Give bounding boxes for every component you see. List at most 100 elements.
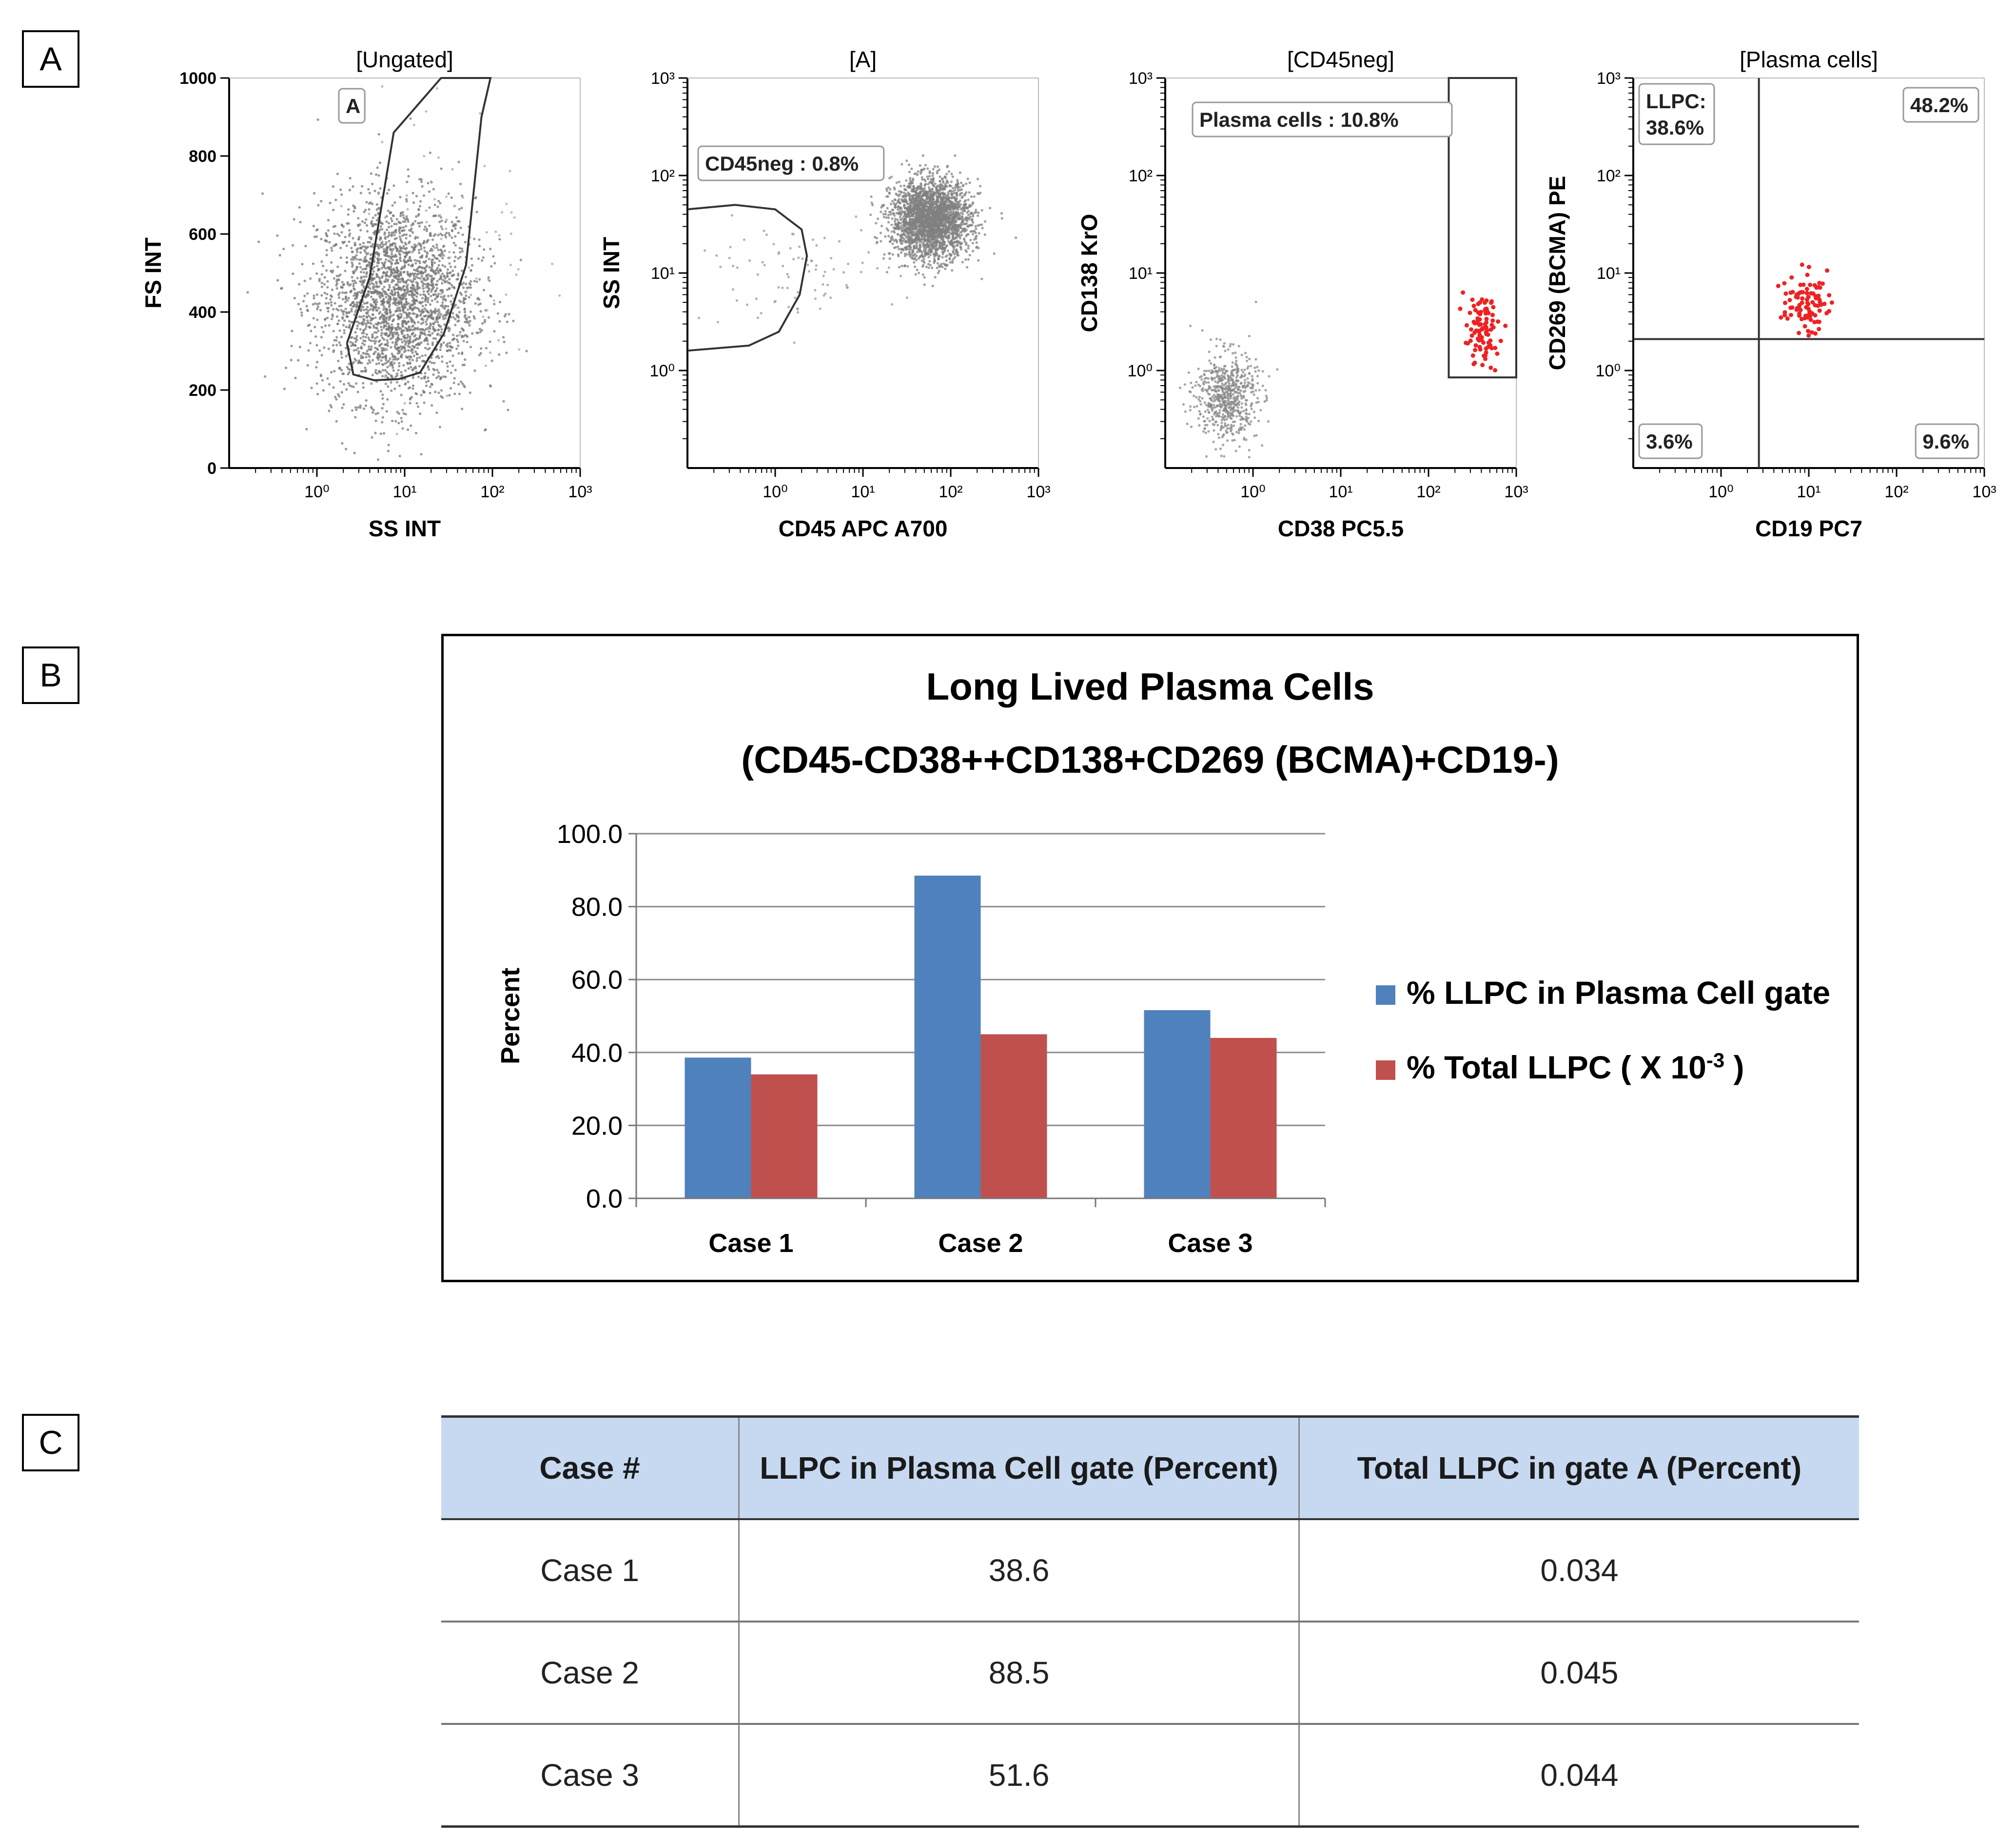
data-point bbox=[356, 391, 359, 393]
data-point bbox=[468, 266, 470, 269]
data-point bbox=[941, 179, 944, 183]
data-point bbox=[479, 352, 482, 355]
data-point bbox=[360, 315, 363, 318]
data-point bbox=[473, 279, 476, 283]
data-point bbox=[409, 235, 411, 237]
data-point bbox=[375, 219, 378, 222]
data-point bbox=[392, 313, 395, 316]
data-point bbox=[376, 257, 379, 260]
data-point bbox=[364, 323, 367, 326]
data-point bbox=[408, 257, 411, 260]
data-point bbox=[938, 264, 940, 267]
data-point bbox=[395, 432, 398, 435]
data-point bbox=[398, 226, 401, 229]
data-point bbox=[415, 215, 418, 218]
data-point bbox=[412, 367, 415, 370]
data-point bbox=[886, 195, 889, 198]
data-point bbox=[436, 205, 439, 208]
data-point bbox=[923, 239, 926, 242]
data-point bbox=[882, 257, 885, 260]
data-point bbox=[409, 306, 412, 309]
data-point bbox=[948, 253, 951, 255]
data-point bbox=[380, 332, 383, 334]
data-point bbox=[404, 327, 407, 330]
data-point bbox=[406, 316, 409, 319]
data-point bbox=[470, 269, 472, 272]
data-point bbox=[335, 243, 338, 246]
data-point bbox=[401, 307, 405, 310]
data-point bbox=[394, 341, 397, 344]
data-point bbox=[479, 310, 482, 313]
data-point bbox=[489, 385, 492, 388]
data-point bbox=[893, 214, 896, 217]
data-point bbox=[397, 326, 400, 329]
data-point bbox=[977, 247, 980, 250]
data-point bbox=[411, 341, 414, 344]
data-point bbox=[344, 308, 347, 311]
data-point bbox=[367, 241, 370, 244]
data-point bbox=[402, 214, 405, 216]
data-point bbox=[916, 269, 919, 272]
data-point bbox=[330, 261, 333, 264]
data-point bbox=[261, 192, 264, 195]
data-point bbox=[361, 279, 365, 282]
data-point bbox=[379, 225, 382, 228]
data-point bbox=[382, 248, 386, 251]
data-point bbox=[387, 450, 390, 452]
data-point bbox=[456, 340, 460, 343]
data-point bbox=[376, 293, 379, 295]
data-point bbox=[402, 281, 405, 284]
data-point bbox=[498, 234, 501, 237]
data-point bbox=[409, 386, 411, 389]
data-point bbox=[451, 269, 454, 273]
data-point bbox=[401, 341, 404, 344]
data-point bbox=[439, 214, 442, 217]
data-point bbox=[401, 324, 404, 327]
data-point bbox=[353, 207, 356, 210]
data-point bbox=[437, 308, 440, 311]
data-point bbox=[391, 323, 393, 326]
data-point bbox=[351, 275, 353, 279]
data-point bbox=[419, 243, 422, 246]
data-point bbox=[345, 388, 348, 391]
gate-label: A bbox=[338, 88, 366, 124]
data-point bbox=[416, 353, 419, 356]
data-point bbox=[335, 308, 338, 311]
data-point bbox=[392, 369, 395, 372]
data-point bbox=[975, 227, 978, 230]
data-point bbox=[330, 371, 333, 374]
data-point bbox=[364, 327, 367, 331]
data-point bbox=[428, 224, 431, 227]
data-point bbox=[410, 396, 413, 399]
data-point bbox=[345, 244, 348, 247]
data-point bbox=[375, 300, 378, 303]
data-point bbox=[956, 234, 959, 237]
data-point bbox=[502, 336, 505, 339]
data-point bbox=[398, 454, 401, 458]
data-point bbox=[432, 188, 435, 191]
data-point bbox=[398, 296, 401, 299]
data-point bbox=[326, 307, 329, 310]
data-point bbox=[406, 313, 409, 316]
data-point bbox=[364, 209, 367, 212]
data-point bbox=[357, 406, 360, 409]
data-point bbox=[346, 366, 349, 369]
data-point bbox=[888, 191, 891, 194]
data-point bbox=[962, 230, 965, 233]
data-point bbox=[367, 293, 370, 296]
data-point bbox=[439, 343, 443, 346]
data-point bbox=[358, 235, 361, 238]
data-point bbox=[478, 238, 481, 241]
data-point bbox=[378, 371, 381, 373]
data-point bbox=[312, 317, 315, 320]
data-point bbox=[396, 310, 399, 313]
data-point bbox=[329, 201, 332, 204]
data-point bbox=[372, 270, 375, 273]
data-point bbox=[306, 309, 309, 312]
data-point bbox=[431, 258, 434, 261]
data-point bbox=[971, 201, 974, 204]
data-point bbox=[427, 182, 430, 185]
data-point bbox=[387, 444, 390, 447]
data-point bbox=[875, 236, 878, 239]
data-point bbox=[377, 329, 380, 332]
